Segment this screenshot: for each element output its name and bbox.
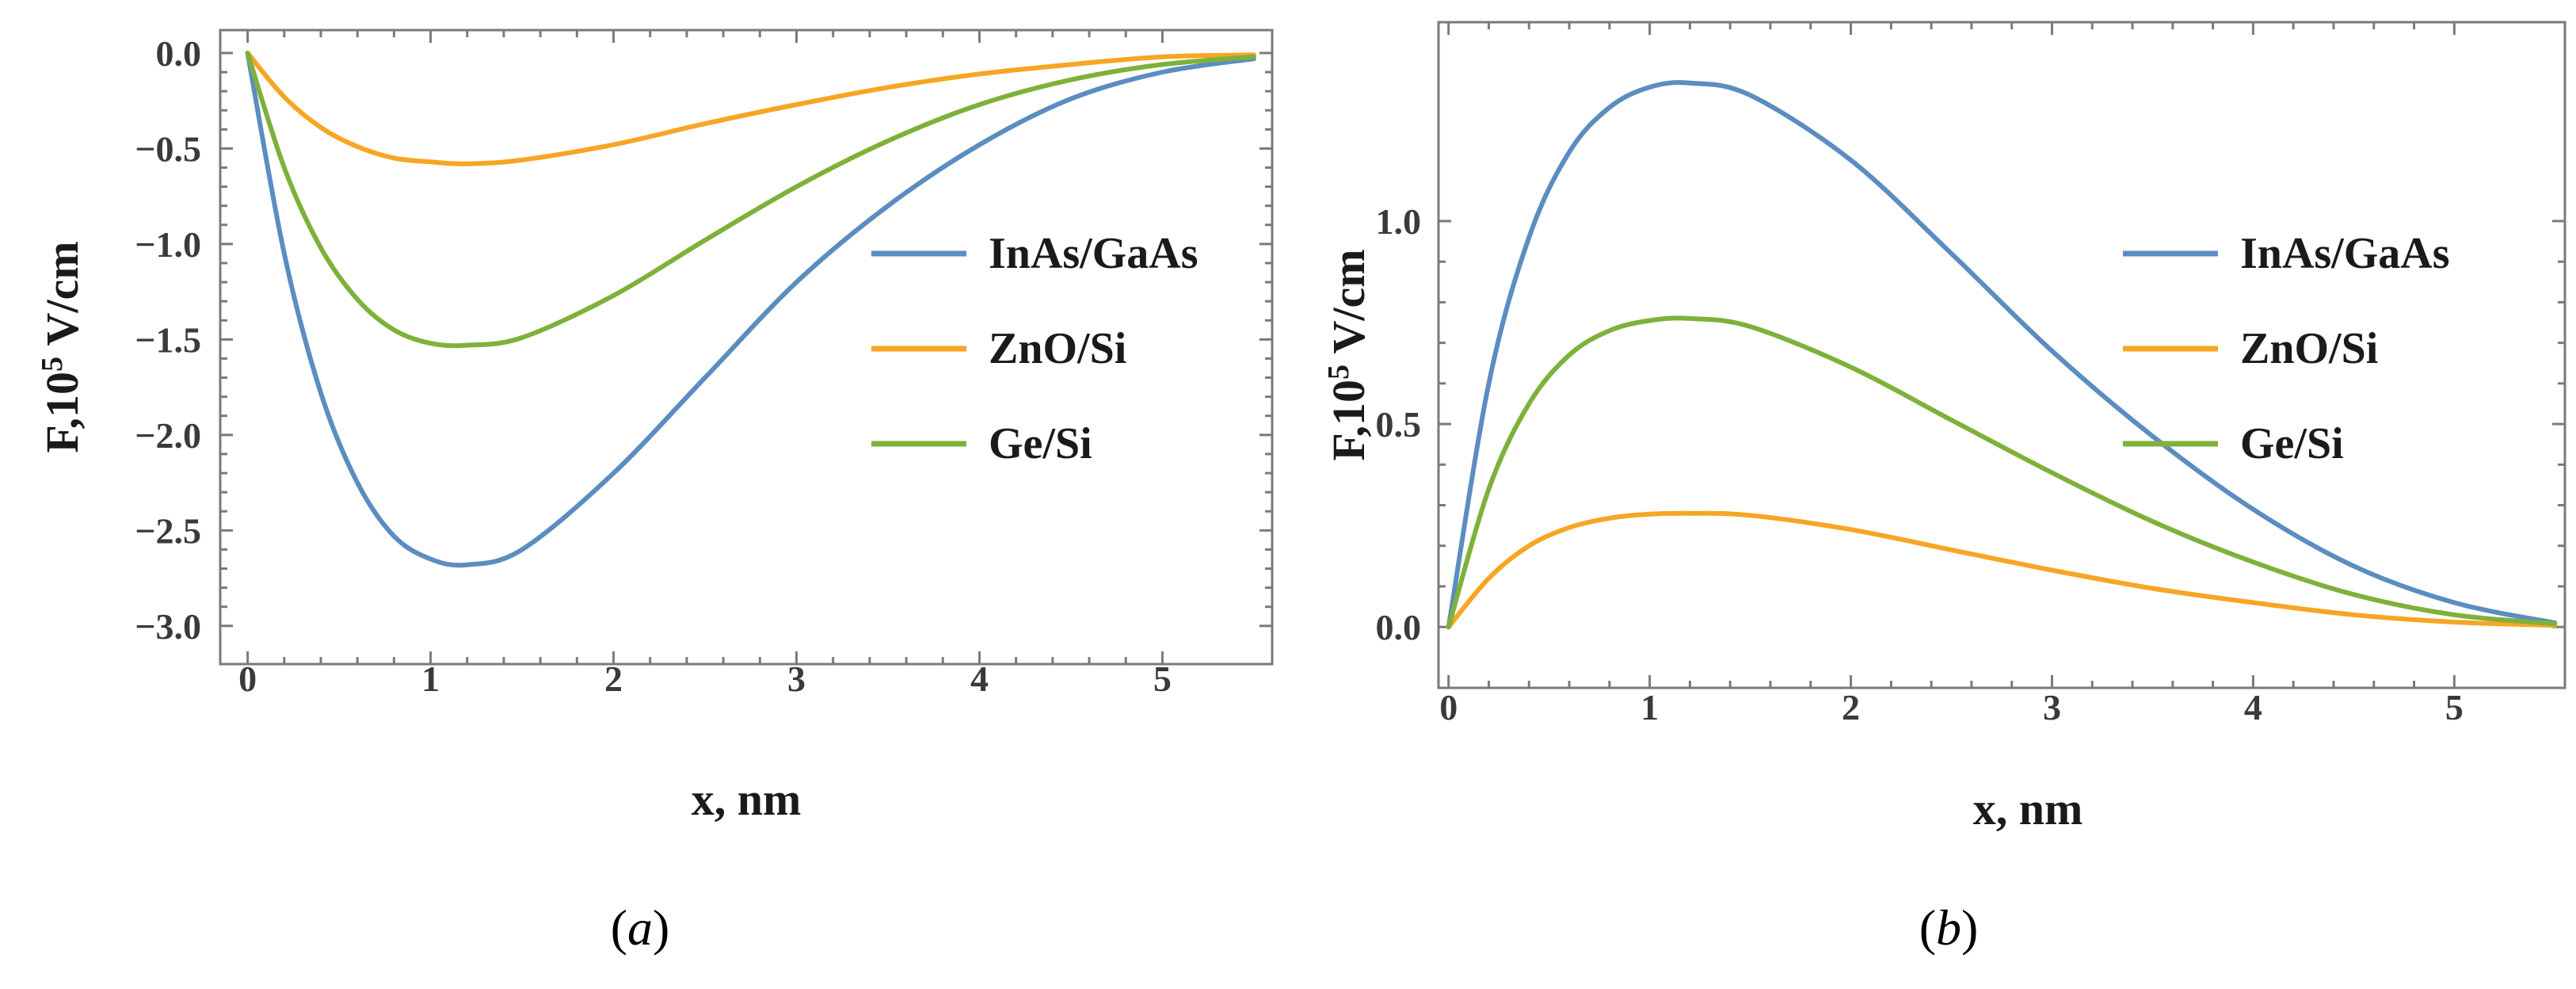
series-line-zno-si xyxy=(245,50,1256,166)
x-tick-label: 1 xyxy=(421,659,440,699)
legend-label: Ge/Si xyxy=(2240,419,2344,468)
y-tick-label: 0.0 xyxy=(156,33,202,74)
y-tick-label: 1.0 xyxy=(1376,201,1422,242)
x-tick-label: 0 xyxy=(238,659,257,699)
legend-a: InAs/GaAs ZnO/Si Ge/Si xyxy=(871,229,1198,468)
legend-label: ZnO/Si xyxy=(2240,324,2378,373)
legend-b: InAs/GaAs ZnO/Si Ge/Si xyxy=(2123,229,2450,468)
y-axis-label-b: F,105 V/cm xyxy=(1322,249,1374,460)
x-tick-label: 2 xyxy=(604,659,623,699)
y-tick-label: −1.5 xyxy=(135,319,201,360)
series-line-inas-gaas xyxy=(1446,80,2558,630)
y-tick-label: −2.0 xyxy=(135,415,201,456)
series-line-ge-si xyxy=(1446,315,2558,630)
x-tick-label: 2 xyxy=(1842,687,1860,727)
y-axis-label-a: F,105 V/cm xyxy=(36,241,88,452)
y-tick-label: −3.0 xyxy=(135,606,201,647)
caption-a: (a) xyxy=(611,899,670,956)
x-axis-label-a: x, nm xyxy=(692,773,802,825)
panel-a: 0 1 2 3 4 50.0−0.5−1.0−1.5−2.0−2.5−3.0 x, nm … xyxy=(36,29,1274,956)
series-line-ge-si xyxy=(245,50,1256,349)
x-tick-label: 4 xyxy=(2244,687,2262,727)
y-tick-label: −1.0 xyxy=(135,224,201,265)
x-tick-label: 3 xyxy=(2043,687,2061,727)
series-line-inas-gaas xyxy=(245,50,1256,568)
x-tick-label: 0 xyxy=(1439,687,1458,727)
x-tick-label: 1 xyxy=(1640,687,1659,727)
y-tick-label: 0.0 xyxy=(1376,607,1422,647)
y-tick-label: −0.5 xyxy=(135,128,201,169)
panel-b: 0 1 2 3 4 5 0.0 0.5 1.0 x, nm F,105 V/cm InAs/Ga… xyxy=(1322,21,2566,956)
x-tick-label: 5 xyxy=(1153,659,1172,699)
caption-b: (b) xyxy=(1919,899,1979,956)
x-tick-label: 4 xyxy=(970,659,989,699)
y-tick-label: −2.5 xyxy=(135,510,201,551)
x-axis-label-b: x, nm xyxy=(1973,783,2083,834)
legend-label: Ge/Si xyxy=(989,419,1092,468)
legend-label: InAs/GaAs xyxy=(2240,229,2450,278)
plot-frame-a xyxy=(219,29,1274,666)
x-tick-label: 3 xyxy=(787,659,806,699)
plot-frame-b xyxy=(1437,21,2566,689)
x-tick-label: 5 xyxy=(2445,687,2464,727)
series-line-zno-si xyxy=(1446,510,2558,630)
y-tick-label: 0.5 xyxy=(1376,404,1422,445)
legend-label: ZnO/Si xyxy=(989,324,1126,373)
legend-label: InAs/GaAs xyxy=(989,229,1198,278)
